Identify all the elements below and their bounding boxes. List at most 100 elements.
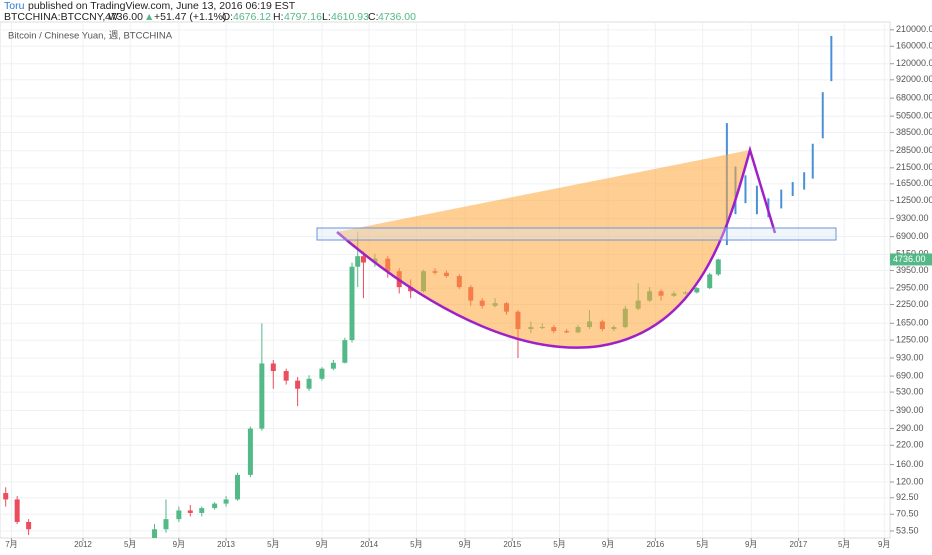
candle-body xyxy=(176,510,182,520)
candle-body xyxy=(163,519,169,530)
y-tick-label: 1650.00 xyxy=(896,318,929,328)
x-tick-label: 9月 xyxy=(602,540,614,549)
y-tick-label: 70.50 xyxy=(896,509,919,519)
y-tick-label: 92000.00 xyxy=(896,74,932,84)
high: 4797.16 xyxy=(284,11,322,23)
y-tick-label: 930.00 xyxy=(896,352,924,362)
candle-body xyxy=(295,380,301,389)
x-tick-label: 7月 xyxy=(5,540,17,549)
candle-body xyxy=(270,363,276,372)
change: +51.47 (+1.1%) xyxy=(154,11,226,23)
l-label: L: xyxy=(322,11,331,23)
x-tick-label: 5月 xyxy=(696,540,708,549)
candle-body xyxy=(694,288,700,293)
y-tick-label: 120000.00 xyxy=(896,58,932,68)
y-tick-label: 210000.00 xyxy=(896,24,932,34)
author[interactable]: Toru xyxy=(4,0,25,12)
x-tick-label: 5月 xyxy=(410,540,422,549)
candle-body xyxy=(247,428,253,475)
y-tick-label: 690.00 xyxy=(896,370,924,380)
x-tick-label: 2016 xyxy=(646,540,664,549)
candle-body xyxy=(342,340,348,363)
last-price-tag xyxy=(890,253,932,266)
symbol: BTCCHINA:BTCCNY, W xyxy=(4,11,118,23)
candle-body xyxy=(3,493,9,500)
candle-body xyxy=(707,274,713,289)
candle-body xyxy=(187,510,193,513)
x-tick-label: 2013 xyxy=(217,540,235,549)
candle-body xyxy=(26,521,32,530)
candle-body xyxy=(199,508,205,513)
x-tick-label: 9月 xyxy=(459,540,471,549)
candle-body xyxy=(152,529,158,538)
published: published on TradingView.com, June 13, 2… xyxy=(28,0,296,12)
candle-body xyxy=(715,259,721,275)
y-tick-label: 390.00 xyxy=(896,405,924,415)
cup-curve xyxy=(336,145,777,349)
x-tick-label: 2015 xyxy=(503,540,521,549)
x-tick-label: 5月 xyxy=(838,540,850,549)
drawings xyxy=(316,145,837,349)
y-tick-label: 160.00 xyxy=(896,459,924,469)
y-tick-label: 2950.00 xyxy=(896,282,929,292)
h-label: H: xyxy=(273,11,284,23)
candle-body xyxy=(319,368,325,379)
y-tick-label: 12500.00 xyxy=(896,195,932,205)
x-tick-label: 9月 xyxy=(173,540,185,549)
y-tick-label: 6900.00 xyxy=(896,231,929,241)
candle-body xyxy=(223,499,229,504)
y-tick-label: 220.00 xyxy=(896,440,924,450)
axes: 210000.00 160000.00 120000.00 92000.00 68000… xyxy=(5,24,932,549)
y-tick-label: 530.00 xyxy=(896,386,924,396)
candle-body xyxy=(355,256,361,267)
x-tick-label: 2014 xyxy=(360,540,378,549)
x-tick-label: 2012 xyxy=(74,540,92,549)
y-tick-label: 1250.00 xyxy=(896,334,929,344)
y-tick-label: 38500.00 xyxy=(896,127,932,137)
candle-body xyxy=(259,363,265,429)
x-tick-label: 9月 xyxy=(316,540,328,549)
y-tick-label: 16500.00 xyxy=(896,178,932,188)
y-tick-label: 120.00 xyxy=(896,476,924,486)
candle-body xyxy=(235,474,241,500)
last: 4736.00 xyxy=(105,11,143,23)
candle-body xyxy=(330,362,336,369)
x-tick-label: 2017 xyxy=(790,540,808,549)
y-tick-label: 160000.00 xyxy=(896,41,932,51)
open: 4676.12 xyxy=(233,11,271,23)
y-tick-label: 9300.00 xyxy=(896,213,929,223)
close: 4736.00 xyxy=(378,11,416,23)
o-label: O: xyxy=(222,11,233,23)
candle-body xyxy=(14,499,20,522)
y-tick-label: 28500.00 xyxy=(896,145,932,155)
chart-title: Bitcoin / Chinese Yuan, 週, BTCCHINA xyxy=(8,30,173,42)
y-tick-label: 53.50 xyxy=(896,525,919,535)
candle-body xyxy=(212,503,218,509)
y-tick-label: 92.50 xyxy=(896,492,919,502)
y-tick-label: 21500.00 xyxy=(896,162,932,172)
last-price-label: 4736.00 xyxy=(893,254,926,264)
range-box xyxy=(316,227,837,241)
y-tick-label: 290.00 xyxy=(896,423,924,433)
candle-body xyxy=(360,256,366,263)
cup-area xyxy=(337,150,750,348)
x-tick-label: 9月 xyxy=(878,540,890,549)
y-tick-label: 68000.00 xyxy=(896,92,932,102)
y-tick-label: 50500.00 xyxy=(896,111,932,121)
grid xyxy=(0,22,890,538)
y-tick-label: 2250.00 xyxy=(896,299,929,309)
y-tick-label: 3950.00 xyxy=(896,265,929,275)
c-label: C: xyxy=(368,11,379,23)
low: 4610.93 xyxy=(331,11,369,23)
candle-body xyxy=(349,266,355,341)
x-tick-label: 5月 xyxy=(553,540,565,549)
x-tick-label: 9月 xyxy=(745,540,757,549)
candle-body xyxy=(306,378,312,389)
x-tick-label: 5月 xyxy=(124,540,136,549)
marks xyxy=(3,35,833,538)
x-tick-label: 5月 xyxy=(267,540,279,549)
candle-body xyxy=(283,371,289,381)
arrow: ▲ xyxy=(144,11,154,23)
